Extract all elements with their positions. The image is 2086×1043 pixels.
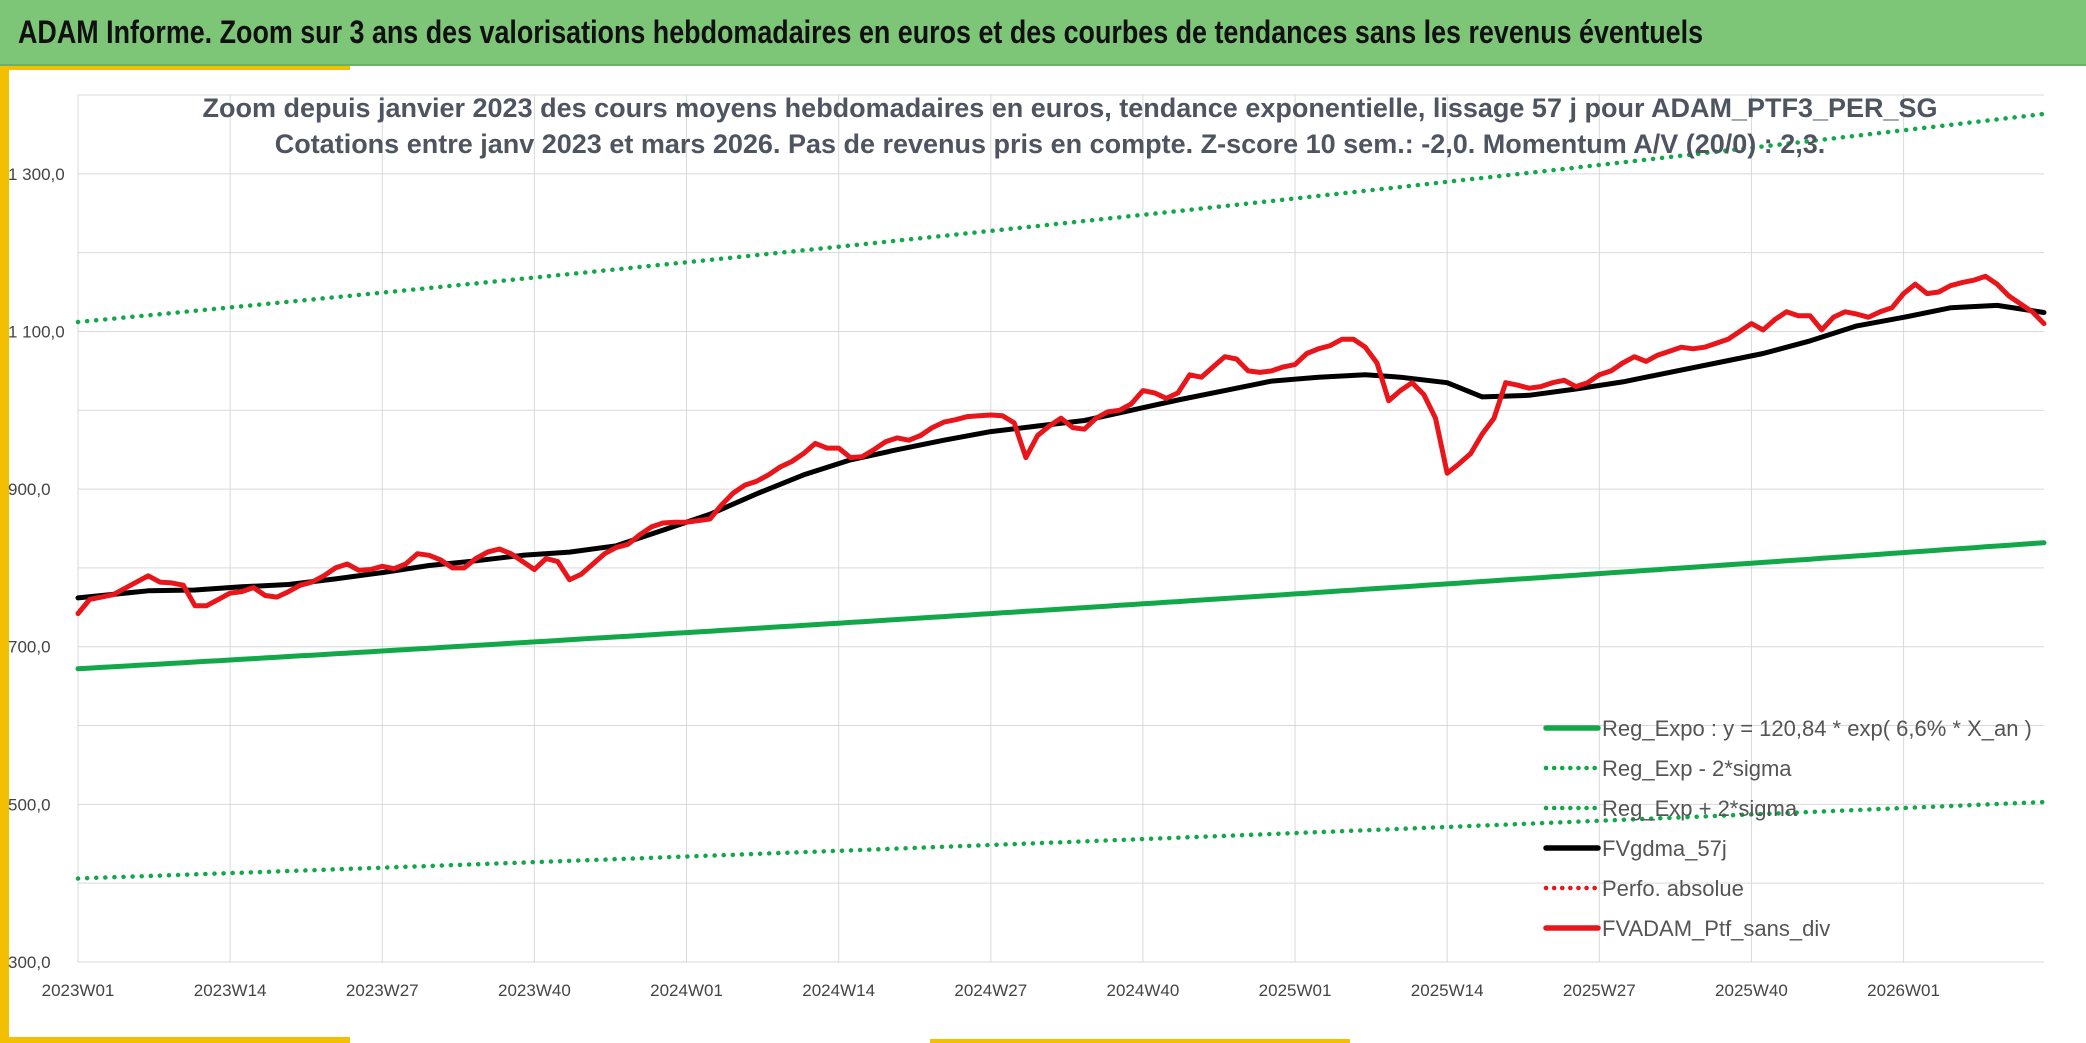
legend-entry-label: Reg_Expo : y = 120,84 * exp( 6,6% * X_an… [1602, 716, 2032, 741]
y-tick-label: 900,0 [8, 480, 51, 499]
x-tick-label: 2024W27 [954, 981, 1027, 1000]
series-layer [75, 111, 2047, 881]
x-tick-label: 2024W01 [650, 981, 723, 1000]
legend-entry-label: Perfo. absolue [1602, 876, 1744, 901]
legend-entry-label: Reg_Exp - 2*sigma [1602, 756, 1792, 781]
accent-bar-top [0, 66, 350, 70]
series-line-0 [75, 540, 2047, 672]
x-tick-label: 2025W01 [1259, 981, 1332, 1000]
y-tick-label: 500,0 [8, 795, 51, 814]
legend-entry-label: FVADAM_Ptf_sans_div [1602, 916, 1830, 941]
legend: Reg_Expo : y = 120,84 * exp( 6,6% * X_an… [1543, 716, 2032, 941]
series-line-2 [75, 111, 2047, 325]
x-tick-label: 2026W01 [1867, 981, 1940, 1000]
x-tick-label: 2023W40 [498, 981, 571, 1000]
y-tick-label: 300,0 [8, 953, 51, 972]
y-tick-label: 1 100,0 [8, 322, 65, 341]
accent-bar-bottom [0, 1037, 350, 1043]
x-tick-label: 2023W27 [346, 981, 419, 1000]
legend-entry-label: Reg_Exp + 2*sigma [1602, 796, 1798, 821]
chart-subtitle: Cotations entre janv 2023 et mars 2026. … [275, 129, 1826, 159]
x-tick-label: 2025W14 [1411, 981, 1484, 1000]
x-tick-label: 2023W01 [42, 981, 115, 1000]
x-tick-label: 2023W14 [194, 981, 267, 1000]
chart-area: Zoom depuis janvier 2023 des cours moyen… [0, 66, 2086, 1043]
chart-title: Zoom depuis janvier 2023 des cours moyen… [202, 93, 1937, 123]
series-line-5 [75, 273, 2047, 617]
header-banner: ADAM Informe. Zoom sur 3 ans des valoris… [0, 0, 2086, 66]
y-tick-label: 1 300,0 [8, 165, 65, 184]
x-tick-label: 2024W40 [1107, 981, 1180, 1000]
series-line-3 [75, 302, 2047, 601]
grid-layer [77, 94, 2044, 963]
accent-bar-left [0, 66, 9, 1043]
series-line-1 [75, 799, 2047, 881]
banner-title: ADAM Informe. Zoom sur 3 ans des valoris… [18, 14, 1704, 50]
x-tick-label: 2025W27 [1563, 981, 1636, 1000]
line-chart: Zoom depuis janvier 2023 des cours moyen… [8, 93, 2047, 1000]
legend-entry-label: FVgdma_57j [1602, 836, 1727, 861]
x-tick-label: 2025W40 [1715, 981, 1788, 1000]
x-tick-label: 2024W14 [802, 981, 875, 1000]
y-tick-label: 700,0 [8, 638, 51, 657]
tick-layer: 300,0 500,0 700,0 900,0 1 100,0 1 300,0 2023W0… [8, 165, 1940, 1000]
accent-bar-bottom-mid [930, 1039, 1350, 1043]
